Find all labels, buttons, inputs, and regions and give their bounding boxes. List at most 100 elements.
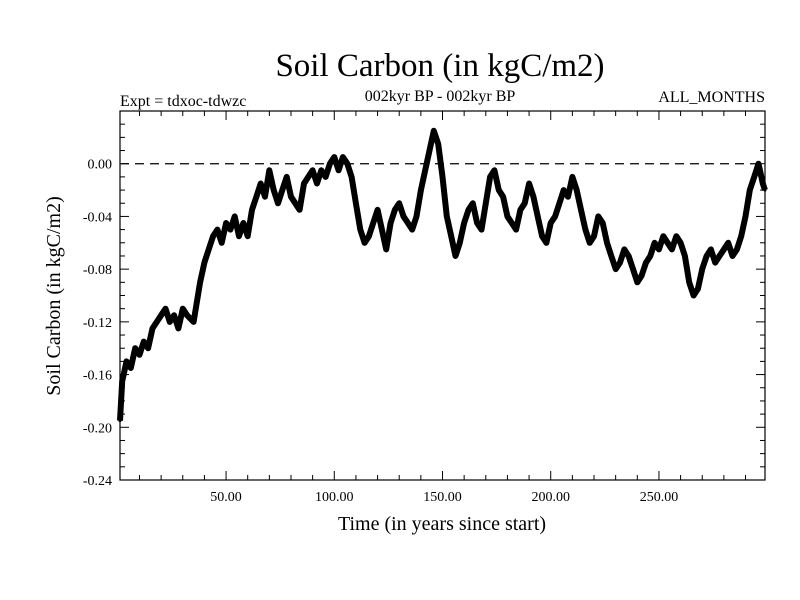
series-point <box>687 280 691 284</box>
series-point <box>376 208 380 212</box>
chart-subtitle: 002kyr BP - 002kyr BP <box>365 88 516 105</box>
series-point <box>761 182 765 185</box>
series-point <box>306 175 310 179</box>
series-point <box>579 208 583 212</box>
series-point <box>315 182 319 185</box>
series-point <box>692 294 696 297</box>
series-point <box>735 247 739 251</box>
series-point <box>467 208 470 212</box>
x-axis-label: Time (in years since start) <box>338 513 546 535</box>
series-point <box>380 228 384 232</box>
series-point <box>510 221 514 225</box>
series-point <box>441 175 444 179</box>
series-point <box>192 320 196 324</box>
series-point <box>237 234 241 238</box>
series-point <box>722 247 726 251</box>
series-line <box>117 127 768 421</box>
series-point <box>596 214 600 218</box>
series-point <box>250 208 254 212</box>
series-point <box>505 214 509 218</box>
series-point <box>471 201 475 205</box>
series-point <box>518 208 522 212</box>
series-point <box>267 168 271 172</box>
series-point <box>449 234 453 238</box>
series-point <box>454 254 457 258</box>
series-point <box>744 214 747 218</box>
series-point <box>276 201 280 205</box>
series-point <box>601 221 605 225</box>
y-tick-label: -0.12 <box>83 316 112 331</box>
series-point <box>402 214 405 218</box>
y-axis-label: Soil Carbon (in kgC/m2) <box>43 196 65 395</box>
series-point <box>592 234 596 238</box>
x-tick-label: 50.00 <box>210 490 242 505</box>
series-point <box>215 228 219 232</box>
series-point <box>739 234 743 238</box>
series-point <box>211 234 215 238</box>
series-point <box>176 326 180 330</box>
series-point <box>627 254 631 258</box>
series-point <box>410 228 414 232</box>
series-point <box>622 247 626 251</box>
series-point <box>527 182 531 185</box>
series-point <box>661 234 665 238</box>
series-point <box>228 228 232 232</box>
series-point <box>488 175 492 179</box>
series-point <box>653 241 657 245</box>
series-point <box>151 326 154 330</box>
series-point <box>272 188 276 192</box>
series-point <box>384 247 388 251</box>
series-point <box>492 168 496 172</box>
series-point <box>696 287 700 291</box>
series-point <box>618 261 622 265</box>
series-point <box>363 241 367 245</box>
series-point <box>393 208 397 212</box>
series-point <box>436 142 440 146</box>
series-point <box>432 129 436 133</box>
series-point <box>462 221 466 225</box>
series-point <box>557 201 561 205</box>
series-point <box>224 221 228 225</box>
series-point <box>358 228 362 232</box>
series-point <box>666 241 670 245</box>
series-point <box>298 208 302 212</box>
y-tick-label: -0.16 <box>83 369 112 384</box>
series-point <box>614 267 618 271</box>
x-tick-labels: 50.00 100.00 150.00 200.00 250.00 <box>210 490 678 505</box>
series-point <box>609 254 613 258</box>
series-point <box>259 182 263 185</box>
series-point <box>328 162 332 166</box>
series-point <box>757 162 760 166</box>
series-point <box>549 221 553 225</box>
series-point <box>133 346 137 350</box>
series-point <box>445 214 449 218</box>
series-point <box>159 313 163 317</box>
series-point <box>202 261 206 265</box>
series-point <box>155 320 159 324</box>
series-point <box>566 195 570 199</box>
experiment-label: Expt = tdxoc-tdwzc <box>120 93 246 110</box>
series-point <box>302 182 306 185</box>
series-point <box>207 247 211 251</box>
series-point <box>475 221 479 225</box>
chart-title: Soil Carbon (in kgC/m2) <box>275 48 604 84</box>
series-point <box>748 188 752 192</box>
series-point <box>679 241 683 245</box>
series-point <box>254 195 258 199</box>
series-point <box>332 155 336 159</box>
series-point <box>428 149 431 152</box>
series-point <box>280 188 284 192</box>
series-point <box>246 234 250 238</box>
series-point <box>544 241 548 245</box>
series-point <box>324 175 328 179</box>
series-point <box>458 241 462 245</box>
series-point <box>164 307 167 311</box>
series-point <box>406 221 410 225</box>
series-point <box>484 201 488 205</box>
series-point <box>575 188 579 192</box>
series-point <box>415 214 418 218</box>
series-point <box>341 155 345 159</box>
series-point <box>540 234 544 238</box>
series-point <box>718 254 721 258</box>
